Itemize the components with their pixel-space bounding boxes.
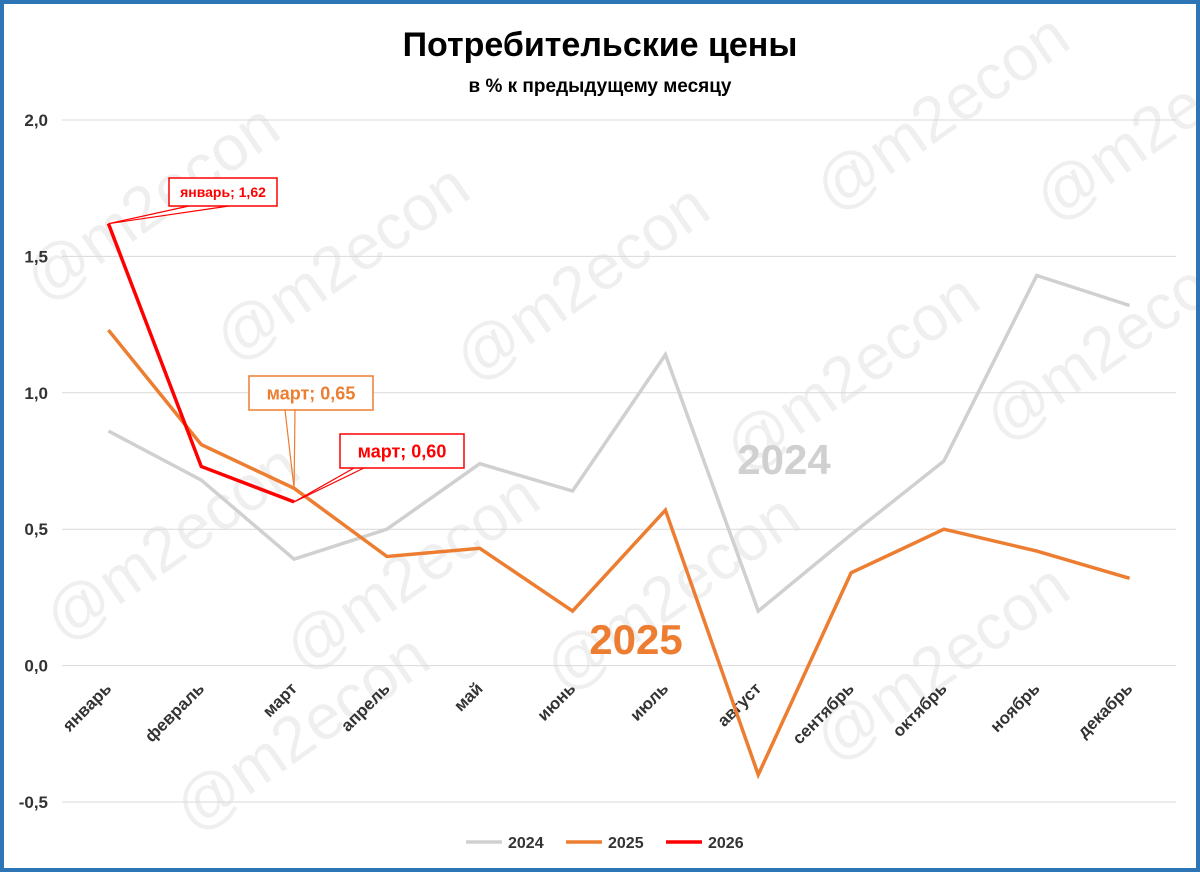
- callout-leader: [293, 409, 296, 489]
- watermarks: @m2econ@m2econ@m2econ@m2econ@m2econ@m2ec…: [11, 4, 1196, 845]
- x-tick-label: ноябрь: [987, 679, 1044, 736]
- y-tick-label: 0,5: [24, 520, 48, 539]
- y-tick-label: 1,5: [24, 247, 48, 266]
- callout-box: [168, 177, 278, 207]
- callout-leader: [108, 205, 190, 225]
- watermark-text: @m2econ: [801, 549, 1082, 776]
- callout-leader: [284, 409, 295, 489]
- callout-leader: [293, 467, 365, 503]
- legend-label-2025: 2025: [608, 835, 644, 852]
- callout-label: январь; 1,62: [180, 184, 266, 200]
- x-tick-label: июль: [626, 679, 672, 725]
- series-labels: 2024 2025: [589, 436, 831, 663]
- y-tick-label: 1,0: [24, 384, 48, 403]
- callout-label: март; 0,65: [267, 383, 356, 403]
- x-tick-label: декабрь: [1074, 679, 1137, 742]
- series-lines: [106, 223, 1131, 780]
- watermark-text: @m2econ: [531, 479, 812, 706]
- legend: 2024 2025 2026: [466, 835, 744, 852]
- legend-label-2026: 2026: [708, 835, 744, 852]
- series-label-2025: 2025: [589, 616, 682, 663]
- x-tick-label: февраль: [141, 679, 208, 746]
- watermark-text: @m2econ: [441, 169, 722, 396]
- callout-leader: [293, 467, 355, 503]
- gridlines: [62, 119, 1176, 803]
- callout-box: [248, 375, 374, 411]
- x-axis: январь февраль март апрель май июнь июль август…: [58, 679, 1136, 748]
- y-axis: 2,0 1,5 1,0 0,5 0,0 -0,5: [19, 111, 48, 812]
- chart-title: Потребительские цены: [403, 26, 798, 64]
- callout-box: [339, 433, 465, 469]
- x-tick-label: январь: [58, 679, 115, 736]
- legend-label-2024: 2024: [508, 835, 544, 852]
- callout-label: март; 0,60: [358, 441, 447, 461]
- x-tick-label: май: [450, 679, 486, 715]
- series-label-2024: 2024: [737, 436, 831, 483]
- callout-leader: [108, 205, 230, 225]
- series-line-2025: [107, 328, 1131, 780]
- y-tick-label: 0,0: [24, 657, 48, 676]
- callouts: январь; 1,62 март; 0,65 март; 0,60: [108, 177, 465, 503]
- y-tick-label: -0,5: [19, 793, 48, 812]
- series-line-2026: [106, 223, 295, 504]
- series-line-2024: [107, 273, 1131, 614]
- y-tick-label: 2,0: [24, 111, 48, 130]
- line-chart: @m2econ@m2econ@m2econ@m2econ@m2econ@m2ec…: [11, 4, 1196, 852]
- chart-subtitle: в % к предыдущему месяцу: [469, 76, 732, 97]
